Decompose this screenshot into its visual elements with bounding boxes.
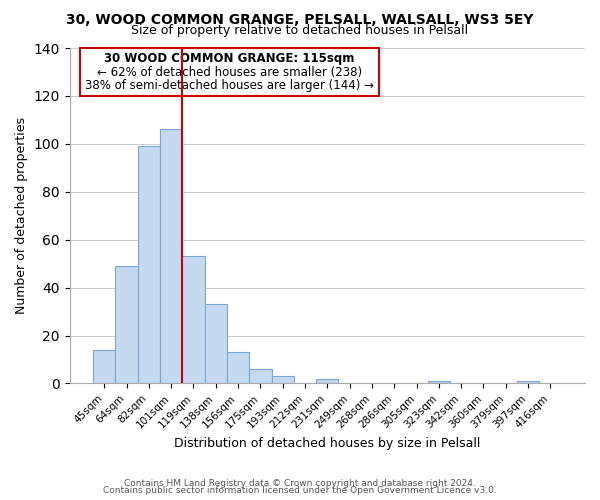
Text: Contains public sector information licensed under the Open Government Licence v3: Contains public sector information licen… bbox=[103, 486, 497, 495]
Bar bbox=[160, 130, 182, 384]
Bar bbox=[115, 266, 137, 384]
Text: 30, WOOD COMMON GRANGE, PELSALL, WALSALL, WS3 5EY: 30, WOOD COMMON GRANGE, PELSALL, WALSALL… bbox=[66, 12, 534, 26]
Bar bbox=[93, 350, 115, 384]
Text: 38% of semi-detached houses are larger (144) →: 38% of semi-detached houses are larger (… bbox=[85, 80, 374, 92]
Bar bbox=[316, 378, 338, 384]
FancyBboxPatch shape bbox=[80, 48, 379, 96]
Bar bbox=[428, 381, 450, 384]
Bar bbox=[227, 352, 249, 384]
Text: Size of property relative to detached houses in Pelsall: Size of property relative to detached ho… bbox=[131, 24, 469, 37]
Text: ← 62% of detached houses are smaller (238): ← 62% of detached houses are smaller (23… bbox=[97, 66, 362, 78]
Bar bbox=[205, 304, 227, 384]
Bar bbox=[272, 376, 294, 384]
Bar bbox=[249, 369, 272, 384]
Bar bbox=[517, 381, 539, 384]
X-axis label: Distribution of detached houses by size in Pelsall: Distribution of detached houses by size … bbox=[174, 437, 481, 450]
Bar bbox=[137, 146, 160, 384]
Bar bbox=[182, 256, 205, 384]
Text: Contains HM Land Registry data © Crown copyright and database right 2024.: Contains HM Land Registry data © Crown c… bbox=[124, 478, 476, 488]
Y-axis label: Number of detached properties: Number of detached properties bbox=[15, 117, 28, 314]
Text: 30 WOOD COMMON GRANGE: 115sqm: 30 WOOD COMMON GRANGE: 115sqm bbox=[104, 52, 355, 65]
